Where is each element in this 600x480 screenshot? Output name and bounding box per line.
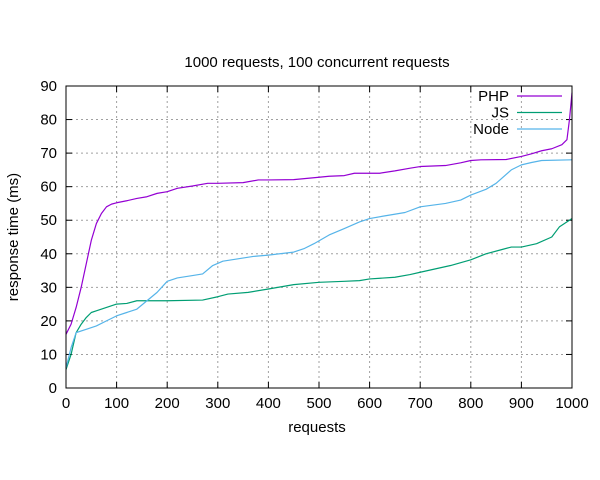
series-lines xyxy=(65,92,573,370)
y-tick-label: 90 xyxy=(40,78,57,95)
x-tick-label: 600 xyxy=(357,395,382,412)
y-tick-label: 80 xyxy=(40,112,57,129)
series-line-node xyxy=(65,159,573,369)
y-tick-label: 70 xyxy=(40,145,57,162)
plot-frame xyxy=(65,85,573,389)
x-tick-label: 500 xyxy=(306,395,331,412)
x-tick-label: 400 xyxy=(256,395,281,412)
y-tick-label: 30 xyxy=(40,279,57,296)
y-tick-label: 40 xyxy=(40,246,57,263)
y-tick-label: 0 xyxy=(49,380,57,397)
legend-label-node: Node xyxy=(473,121,509,138)
x-tick-label: 300 xyxy=(205,395,230,412)
series-line-js xyxy=(65,218,573,370)
x-tick-label: 200 xyxy=(155,395,180,412)
x-tick-label: 700 xyxy=(408,395,433,412)
x-tick-label: 100 xyxy=(104,395,129,412)
x-tick-label: 0 xyxy=(62,395,70,412)
x-axis-ticks: 0 100 200 300 400 500 600 700 800 900 1000 xyxy=(62,86,589,412)
x-axis-label: requests xyxy=(288,419,346,436)
x-tick-label: 900 xyxy=(509,395,534,412)
x-tick-label: 800 xyxy=(458,395,483,412)
chart-title: 1000 requests, 100 concurrent requests xyxy=(184,54,449,71)
legend-label-js: JS xyxy=(491,105,509,122)
y-axis-ticks: 0 10 20 30 40 50 60 70 80 90 xyxy=(40,78,572,397)
y-tick-label: 20 xyxy=(40,313,57,330)
legend-label-php: PHP xyxy=(478,88,509,105)
y-tick-label: 10 xyxy=(40,346,57,363)
x-tick-label: 1000 xyxy=(555,395,588,412)
y-tick-label: 50 xyxy=(40,212,57,229)
series-line-php xyxy=(65,92,573,335)
y-axis-label: response time (ms) xyxy=(5,173,22,301)
y-tick-label: 60 xyxy=(40,179,57,196)
